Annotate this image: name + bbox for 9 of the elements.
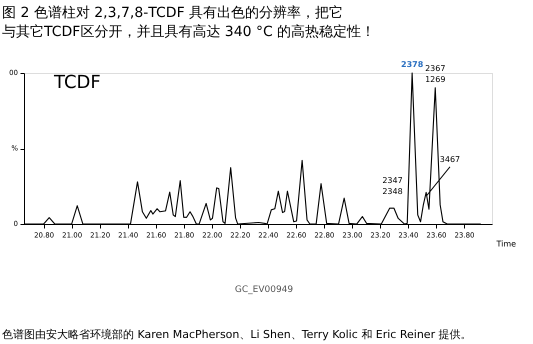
annotation: TCDF <box>53 72 101 93</box>
annotation: 2367 1269 <box>425 64 446 84</box>
annotation: 2347 2348 <box>382 176 403 196</box>
text: GC_EV00949 <box>234 285 294 295</box>
x-axis-title: Time <box>496 240 516 248</box>
annotation: 2378 <box>401 60 424 69</box>
text: 色谱图由安大略省环境部的 Karen MacPherson、Li Shen、Terry Kolic 和 Eric Reiner 提供。 <box>2 328 472 341</box>
annotation: 3467 <box>440 154 460 164</box>
chart-title: 图 2 色谱柱对 2,3,7,8-TCDF 具有出色的分辨率，把它与其它TCDF区分开，并且具有高达 340 °C 的高热稳定性！ <box>2 5 376 40</box>
